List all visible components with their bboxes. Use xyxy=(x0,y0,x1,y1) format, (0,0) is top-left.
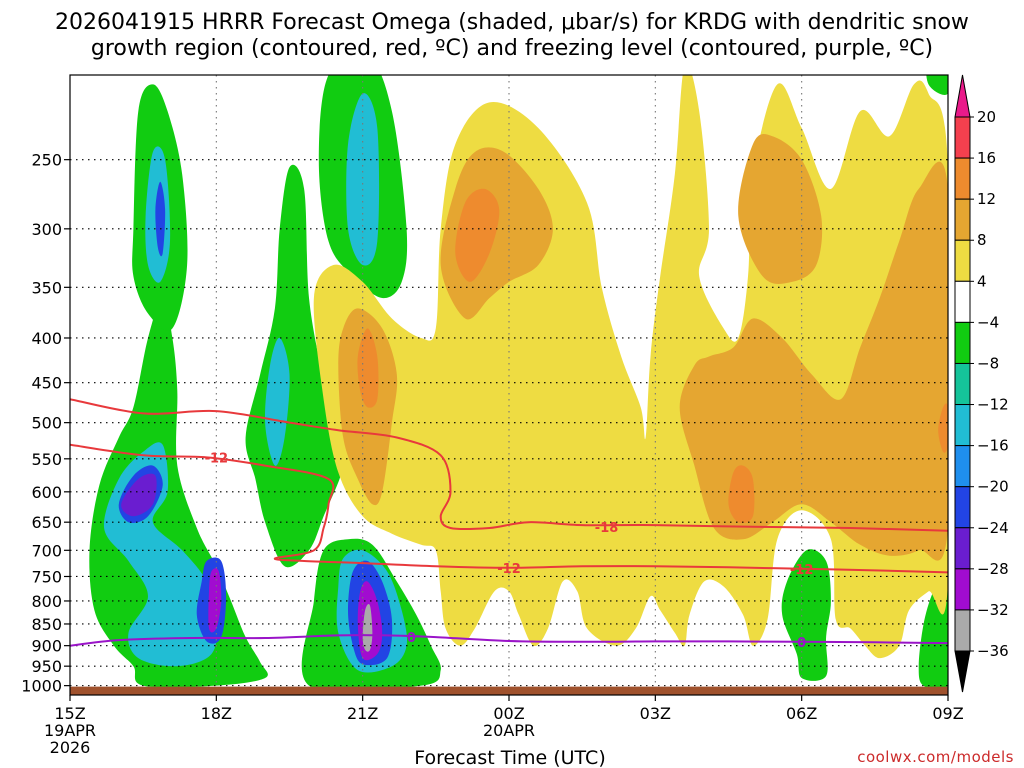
colorbar-label: 20 xyxy=(977,108,996,126)
omega-region-rising-extreme-21z xyxy=(362,604,373,652)
ground-surface xyxy=(70,686,948,695)
contour-dendritic-minus12-upper xyxy=(70,398,948,532)
x-axis-label: Forecast Time (UTC) xyxy=(414,747,605,768)
contour-label-0: -12 xyxy=(205,451,229,466)
colorbar-bin xyxy=(954,568,971,611)
omega-region-rising-column-06z xyxy=(781,549,831,681)
x-tick-label-00Z: 00Z xyxy=(493,704,524,723)
x-tick-label-18Z: 18Z xyxy=(201,704,232,723)
y-tick-label-500: 500 xyxy=(31,414,62,433)
chart-title-line2: growth region (contoured, red, ºC) and f… xyxy=(91,36,933,61)
y-tick-label-250: 250 xyxy=(31,151,62,170)
omega-region-sinking-max-0030z xyxy=(455,188,500,282)
colorbar-label: −8 xyxy=(977,354,999,372)
pressure-gridlines xyxy=(70,75,948,695)
pressure-axis: 250 300 350 400 450 500 550 600 650 700 750 800 850 9… xyxy=(21,151,70,696)
colorbar-label: −20 xyxy=(977,478,1009,496)
colorbar-label: −4 xyxy=(977,313,999,331)
y-tick-label-650: 650 xyxy=(31,513,62,532)
contour-label-5: 0 xyxy=(797,636,806,651)
colorbar-bin xyxy=(954,239,971,282)
colorbar-label: 12 xyxy=(977,190,996,208)
colorbar-bin xyxy=(954,445,971,488)
credit-text[interactable]: coolwx.com/models xyxy=(857,748,1014,766)
x-tick-label-2026: 2026 xyxy=(50,738,91,757)
y-tick-label-700: 700 xyxy=(31,541,62,560)
contour-label-2: -12 xyxy=(497,562,521,577)
omega-region-sinking-strong-0430z xyxy=(679,161,948,561)
x-tick-label-15Z: 15Z xyxy=(54,704,85,723)
omega-region-rising-core-19z xyxy=(264,337,290,466)
contour-labels: -12 -18 -12 -12 0 0 xyxy=(205,451,814,651)
y-tick-label-1000: 1000 xyxy=(21,677,62,696)
x-tick-label-20APR: 20APR xyxy=(483,721,535,740)
colorbar-bin xyxy=(954,404,971,447)
colorbar-top-triangle xyxy=(954,74,971,118)
colorbar-bin xyxy=(954,198,971,241)
x-tick-label-09Z: 09Z xyxy=(932,704,963,723)
y-tick-label-550: 550 xyxy=(31,450,62,469)
colorbar-label: −36 xyxy=(977,642,1009,660)
colorbar-label: −24 xyxy=(977,519,1009,537)
colorbar-bin xyxy=(954,527,971,570)
omega-region-sinking-tip-0830z xyxy=(938,403,948,453)
omega-shaded-field xyxy=(89,75,948,695)
contour-label-4: 0 xyxy=(407,631,416,646)
temperature-contours xyxy=(70,398,948,647)
contour-label-1: -18 xyxy=(595,521,619,536)
colorbar-bin xyxy=(954,157,971,200)
colorbar-bin xyxy=(954,280,971,323)
y-tick-label-850: 850 xyxy=(31,615,62,634)
colorbar-bin xyxy=(954,116,971,159)
y-tick-label-450: 450 xyxy=(31,374,62,393)
colorbar-bin xyxy=(954,321,971,364)
omega-region-sinking-max-0430z xyxy=(728,465,755,524)
y-tick-label-900: 900 xyxy=(31,637,62,656)
chart-title-line1: 2026041915 HRRR Forecast Omega (shaded, … xyxy=(55,10,969,35)
omega-region-rising-corner-09z-top xyxy=(926,75,948,95)
colorbar-label: 8 xyxy=(977,231,987,249)
ground-fill xyxy=(70,686,948,695)
y-tick-label-750: 750 xyxy=(31,567,62,586)
colorbar-label: −16 xyxy=(977,437,1009,455)
omega-region-rising-peak-16z xyxy=(121,473,157,517)
colorbar-bin xyxy=(954,362,971,406)
contour-label-3: -12 xyxy=(790,563,814,578)
y-tick-label-800: 800 xyxy=(31,592,62,611)
y-tick-label-600: 600 xyxy=(31,483,62,502)
y-tick-label-300: 300 xyxy=(31,220,62,239)
colorbar-label: −28 xyxy=(977,560,1009,578)
y-tick-label-400: 400 xyxy=(31,329,62,348)
x-tick-label-06Z: 06Z xyxy=(786,704,817,723)
y-tick-label-950: 950 xyxy=(31,657,62,676)
x-tick-label-19APR: 19APR xyxy=(44,721,96,740)
omega-colorbar: 20 16 12 8 4 −4 −8 −12 −16 −20 −24 −28 −32 −36 xyxy=(954,74,1009,693)
colorbar-label: −32 xyxy=(977,601,1009,619)
contour-dendritic-minus12-lower xyxy=(70,443,948,574)
omega-region-rising-peak-18z xyxy=(208,568,222,633)
colorbar-label: 16 xyxy=(977,149,996,167)
omega-region-rising-core-21z-upper xyxy=(346,93,380,266)
colorbar-bin xyxy=(954,609,971,652)
colorbar-bin xyxy=(954,486,971,529)
y-tick-label-350: 350 xyxy=(31,278,62,297)
omega-region-rising-max-16z-upper xyxy=(155,181,166,257)
colorbar-label: 4 xyxy=(977,272,987,290)
x-tick-label-03Z: 03Z xyxy=(640,704,671,723)
x-tick-label-21Z: 21Z xyxy=(347,704,378,723)
omega-region-sinking-broad-evening xyxy=(313,75,948,659)
contour-freezing-level-zero xyxy=(70,634,948,647)
colorbar-label: −12 xyxy=(977,396,1009,414)
colorbar-bottom-triangle xyxy=(954,650,971,693)
